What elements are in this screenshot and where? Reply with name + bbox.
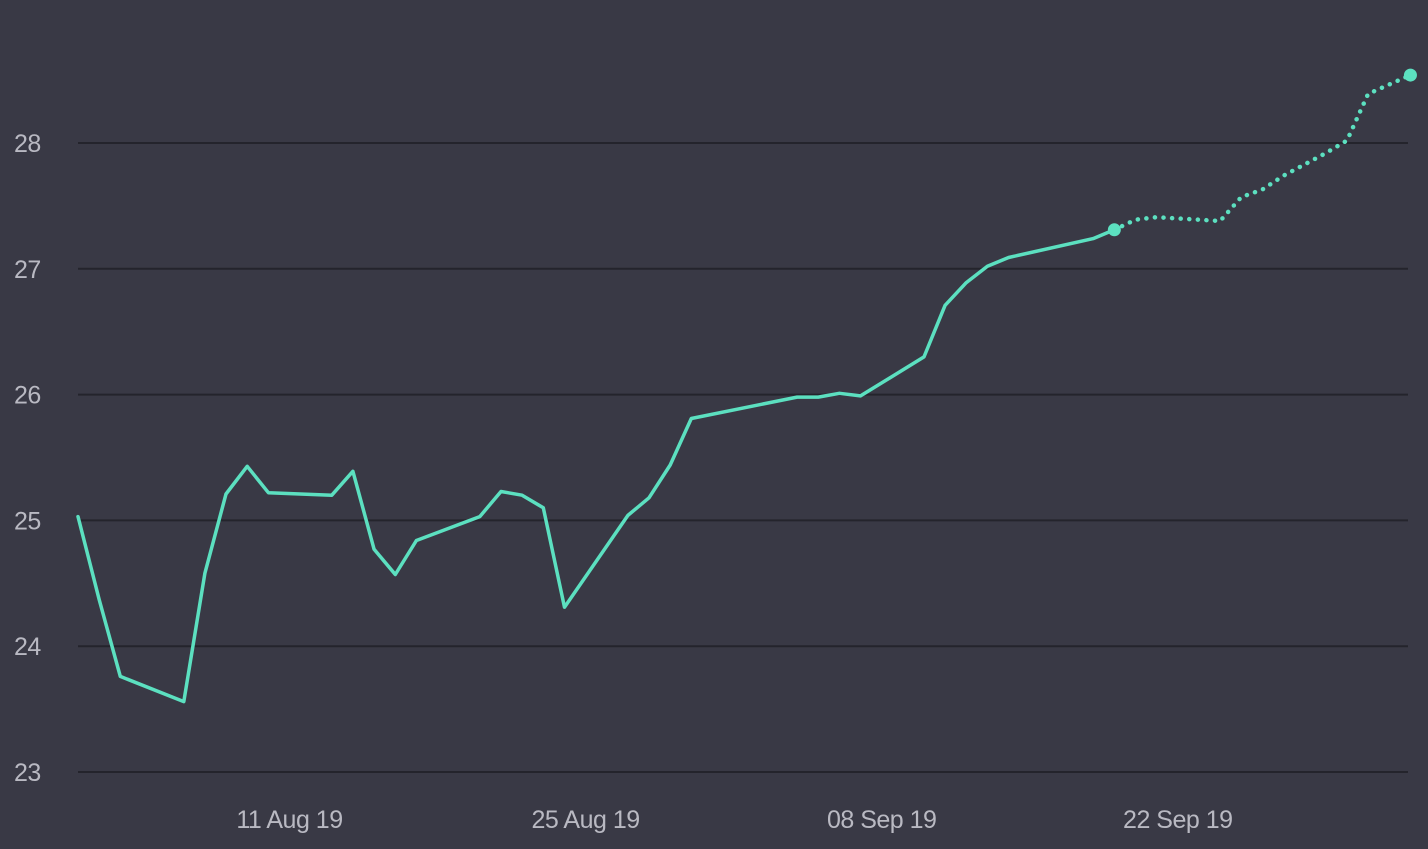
data-point-marker[interactable] [1107,223,1121,237]
x-tick-label: 22 Sep 19 [1123,806,1233,834]
series-layer [76,72,1413,704]
actual-series-line [76,228,1117,704]
y-tick-label: 24 [14,633,41,661]
y-tick-label: 27 [14,256,41,284]
y-tick-label: 26 [14,382,41,410]
marker-layer [1107,68,1417,237]
y-tick-label: 23 [14,759,41,787]
y-tick-label: 28 [14,130,41,158]
y-axis-ticks: 23 24 25 26 27 28 [14,130,42,787]
y-tick-label: 25 [14,507,41,535]
x-tick-label: 25 Aug 19 [532,806,640,834]
x-tick-label: 11 Aug 19 [236,806,342,834]
x-axis-ticks: 11 Aug 19 25 Aug 19 08 Sep 19 22 Sep 19 [236,806,1233,834]
grid-layer [78,142,1408,773]
x-tick-label: 08 Sep 19 [827,806,937,834]
forecast-series-line [1112,72,1413,233]
data-point-marker[interactable] [1403,68,1417,82]
